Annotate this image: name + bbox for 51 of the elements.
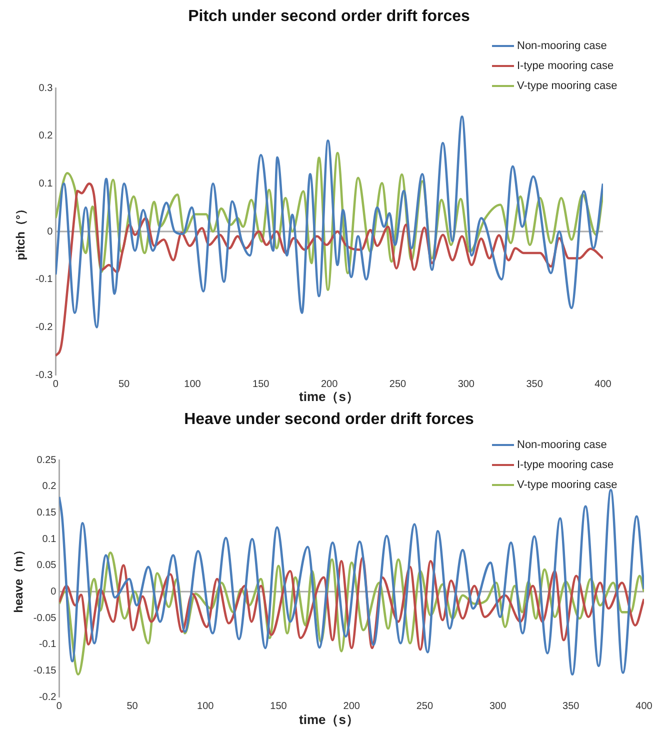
y-tick-label: 0.25 — [36, 454, 57, 466]
x-tick-label: 150 — [252, 378, 270, 390]
line-series — [56, 116, 603, 328]
y-tick-label: 0.1 — [42, 534, 57, 545]
x-tick-label: 200 — [320, 378, 338, 390]
x-tick-label: 250 — [389, 378, 407, 390]
x-tick-label: 250 — [416, 700, 434, 712]
line-series — [59, 488, 644, 676]
y-tick-label: 0.2 — [42, 481, 57, 492]
line-series — [56, 182, 603, 358]
y-axis-title: pitch（°） — [14, 202, 28, 260]
y-tick-label: -0.1 — [35, 274, 54, 286]
x-tick-label: 50 — [118, 378, 130, 390]
x-tick-label: 400 — [636, 700, 653, 712]
y-tick-label: -0.05 — [33, 612, 57, 624]
x-tick-label: 100 — [184, 378, 202, 390]
chart-title: Pitch under second order drift forces — [187, 8, 471, 26]
x-tick-label: 300 — [489, 700, 507, 712]
y-tick-label: 0.15 — [36, 507, 57, 518]
x-tick-label: 400 — [594, 378, 612, 390]
y-tick-label: -0.2 — [38, 692, 57, 703]
x-tick-label: 150 — [270, 700, 288, 712]
legend-label: Non-mooring case — [517, 40, 607, 52]
x-tick-label: 300 — [458, 378, 475, 390]
legend-label: Non-mooring case — [517, 439, 607, 451]
x-axis-title: time（s） — [298, 388, 360, 406]
y-tick-label: 0 — [50, 586, 57, 598]
x-tick-label: 100 — [197, 700, 214, 712]
line-series — [59, 556, 644, 651]
y-tick-label: 0.3 — [38, 82, 54, 94]
y-tick-label: 0.05 — [36, 560, 57, 572]
legend-label: V-type mooring case — [517, 479, 618, 491]
y-tick-label: 0 — [47, 226, 54, 238]
y-tick-label: -0.2 — [35, 322, 54, 333]
legend-label: I-type mooring case — [517, 459, 614, 471]
x-tick-label: 200 — [343, 700, 360, 712]
legend-label: I-type mooring case — [517, 60, 614, 72]
x-tick-label: 350 — [526, 378, 544, 390]
y-tick-label: -0.3 — [35, 370, 54, 381]
y-tick-label: 0.2 — [38, 130, 54, 142]
y-tick-label: -0.1 — [38, 639, 57, 650]
y-tick-label: 0.1 — [38, 178, 54, 190]
y-axis-title: heave（m） — [12, 544, 26, 613]
x-tick-label: 50 — [126, 700, 138, 712]
chart-title: Heave under second order drift forces — [183, 411, 475, 429]
x-axis-title: time（s） — [298, 711, 360, 729]
legend-label: V-type mooring case — [517, 80, 618, 92]
x-tick-label: 350 — [562, 700, 580, 712]
line-series — [59, 552, 644, 676]
y-tick-label: -0.15 — [33, 665, 57, 676]
line-series — [56, 152, 603, 292]
